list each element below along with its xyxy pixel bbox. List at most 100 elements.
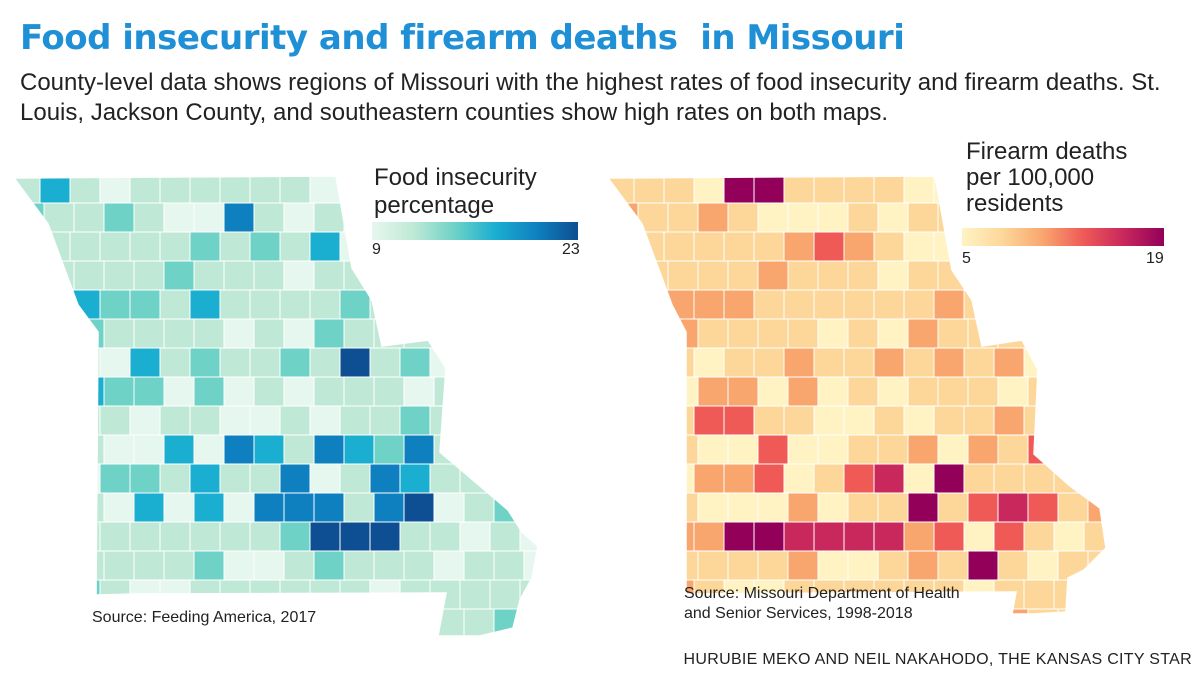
firearm-county: [967, 550, 999, 581]
firearm-county: [873, 289, 905, 320]
firearm-county: [873, 231, 905, 262]
firearm-county: [633, 521, 665, 552]
firearm-county: [663, 347, 695, 378]
firearm-county: [843, 405, 875, 436]
food-county: [223, 318, 255, 349]
firearm-county: [723, 405, 755, 436]
firearm-county: [608, 492, 639, 523]
firearm-county: [787, 550, 819, 581]
firearm-county: [633, 231, 665, 262]
firearm-county: [1114, 174, 1144, 203]
food-county: [99, 231, 131, 262]
firearm-county: [817, 492, 849, 523]
firearm-county: [697, 492, 729, 523]
food-legend-max: 23: [562, 241, 580, 258]
firearm-county: [907, 202, 939, 233]
firearm-county: [993, 405, 1025, 436]
firearm-county: [757, 492, 789, 523]
firearm-county: [847, 202, 879, 233]
firearm-county: [1027, 260, 1059, 291]
firearm-county: [753, 463, 785, 494]
food-county: [463, 550, 495, 581]
firearm-county: [993, 463, 1025, 494]
firearm-county: [1057, 434, 1089, 465]
food-county: [249, 231, 281, 262]
firearm-county: [697, 260, 729, 291]
firearm-county: [787, 434, 819, 465]
firearm-county: [1023, 463, 1055, 494]
firearm-county: [723, 521, 755, 552]
firearm-county: [1118, 261, 1148, 290]
food-county: [193, 318, 225, 349]
firearm-county: [1053, 521, 1085, 552]
firearm-county: [843, 521, 875, 552]
firearm-county: [907, 376, 939, 407]
firearm-county: [753, 289, 785, 320]
food-county: [223, 202, 255, 233]
firearm-county: [608, 608, 639, 614]
firearm-county: [753, 405, 785, 436]
firearm-county: [787, 376, 819, 407]
firearm-county: [847, 376, 879, 407]
food-county: [313, 550, 345, 581]
firearm-county: [963, 579, 995, 610]
firearm-county: [667, 202, 699, 233]
food-county: [133, 260, 165, 291]
food-county: [429, 463, 461, 494]
food-county: [219, 289, 251, 320]
firearm-county: [753, 176, 785, 204]
food-legend-colorbar: [372, 222, 578, 240]
food-county: [249, 463, 281, 494]
firearm-county: [1087, 318, 1106, 349]
firearm-county: [1023, 405, 1055, 436]
firearm-county: [1087, 434, 1106, 465]
firearm-county: [937, 376, 969, 407]
firearm-county: [817, 550, 849, 581]
firearm-county: [633, 176, 665, 204]
food-county: [309, 231, 341, 262]
food-county: [283, 550, 315, 581]
firearm-county: [933, 405, 965, 436]
food-county: [283, 260, 315, 291]
firearm-county: [723, 347, 755, 378]
page-title: Food insecurity and firearm deaths in Mi…: [20, 18, 905, 58]
food-county: [369, 347, 401, 378]
food-county: [133, 550, 165, 581]
firearm-county: [787, 318, 819, 349]
food-county: [129, 347, 161, 378]
firearm-county: [843, 231, 875, 262]
firearm-county: [877, 492, 909, 523]
firearm-county: [963, 463, 995, 494]
firearm-county: [1083, 289, 1106, 320]
firearm-county: [847, 318, 879, 349]
firearm-county: [783, 289, 815, 320]
food-county: [103, 434, 135, 465]
firearm-county: [1118, 493, 1148, 522]
firearm-county: [667, 376, 699, 407]
food-county: [219, 521, 251, 552]
firearm-county: [847, 260, 879, 291]
firearm-county: [633, 463, 665, 494]
firearm-county: [963, 521, 995, 552]
firearm-legend-title-3: residents: [966, 190, 1064, 217]
firearm-county: [723, 463, 755, 494]
firearm-county: [903, 347, 935, 378]
firearm-county: [907, 260, 939, 291]
food-county: [313, 260, 345, 291]
firearm-county: [997, 376, 1029, 407]
food-county: [403, 434, 435, 465]
food-county: [309, 521, 341, 552]
firearm-county: [697, 434, 729, 465]
firearm-county: [993, 579, 1025, 610]
food-county: [99, 347, 131, 378]
firearm-county: [813, 289, 845, 320]
firearm-county: [727, 260, 759, 291]
food-county: [279, 289, 311, 320]
food-county: [339, 405, 371, 436]
firearm-county: [608, 550, 639, 581]
firearm-county: [993, 289, 1025, 320]
food-county: [369, 521, 401, 552]
firearm-county: [637, 434, 669, 465]
firearm-county: [757, 202, 789, 233]
